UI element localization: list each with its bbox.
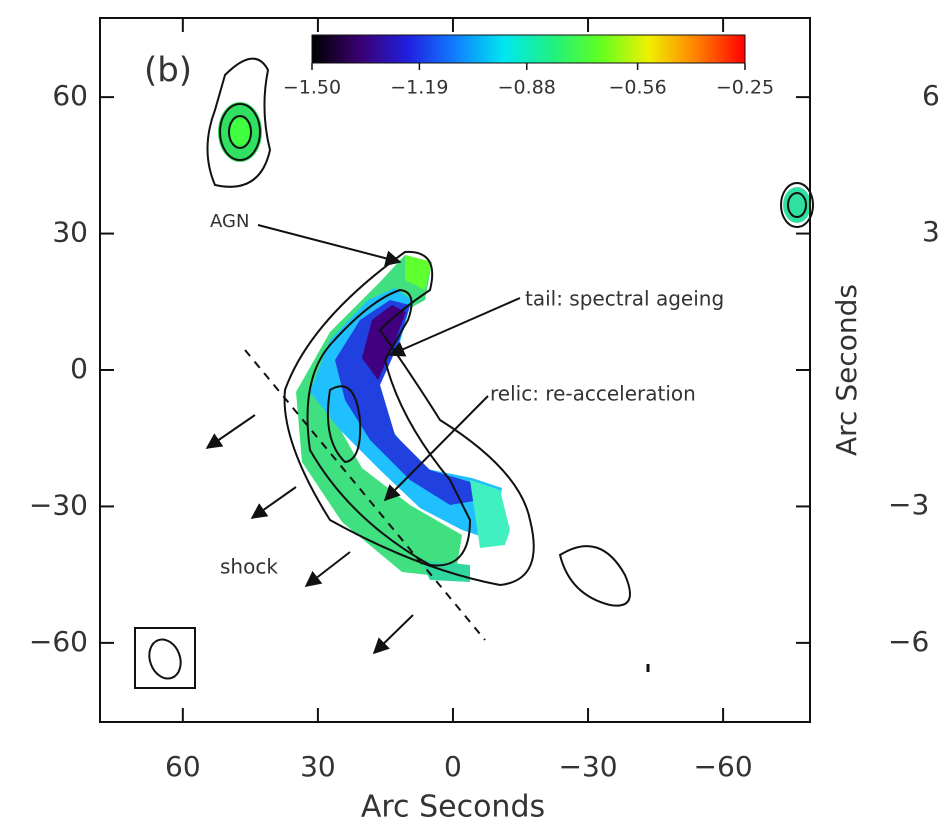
arrows	[205, 224, 521, 655]
panel-label: (b)	[144, 51, 192, 91]
y-tick-label: −60	[29, 625, 88, 658]
x-tick-label: 0	[444, 750, 462, 783]
x-tick-label: 30	[300, 750, 336, 783]
x-axis-label: Arc Seconds	[361, 790, 545, 825]
x-tick-label: −30	[558, 750, 617, 783]
right-panel-tick-label: −6	[888, 625, 929, 658]
annotation: AGN	[210, 211, 249, 232]
annotation: relic: re-acceleration	[490, 382, 696, 406]
x-tick-label: −60	[694, 750, 753, 783]
colorbar	[311, 34, 746, 64]
contours	[134, 57, 814, 689]
annotation: tail: spectral ageing	[525, 287, 724, 311]
y-tick-label: 30	[52, 216, 88, 249]
colorbar-tick-label: −1.50	[283, 77, 341, 99]
y-tick-label: 0	[70, 352, 88, 385]
right-panel-tick-label: −3	[888, 488, 929, 521]
right-panel-tick-label: 3	[922, 215, 940, 248]
y-tick-label: 60	[52, 79, 88, 112]
right-panel-y-label: Arc Seconds	[830, 284, 863, 456]
colorbar-tick-label: −0.56	[608, 77, 666, 99]
colorbar-tick-label: −0.88	[498, 77, 556, 99]
x-tick-label: 60	[165, 750, 201, 783]
right-panel-tick-label: 6	[922, 79, 940, 112]
annotation: shock	[220, 555, 278, 579]
colorbar-tick-label: −1.19	[390, 77, 448, 99]
y-tick-label: −30	[29, 488, 88, 521]
colorbar-tick-label: −0.25	[716, 77, 774, 99]
